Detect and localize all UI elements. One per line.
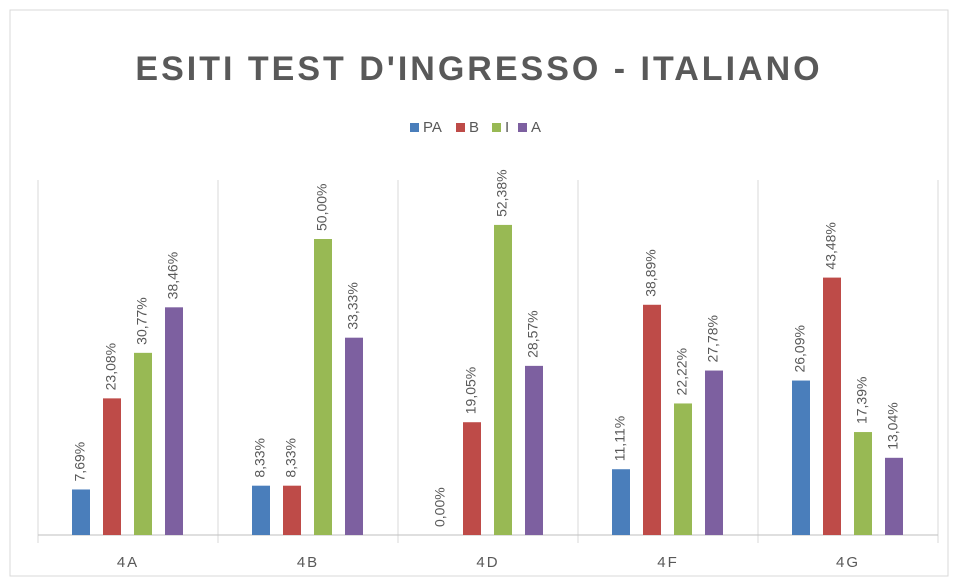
bar — [314, 239, 332, 535]
value-label: 38,89% — [643, 249, 659, 296]
x-tick-label: 4G — [836, 554, 860, 571]
legend-swatch — [410, 123, 419, 132]
chart-title: ESITI TEST D'INGRESSO - ITALIANO — [135, 50, 822, 88]
value-label: 11,11% — [612, 416, 628, 461]
bar — [494, 224, 512, 535]
value-label: 26,09% — [792, 325, 808, 372]
x-tick-label: 4B — [297, 554, 319, 571]
x-tick-label: 4D — [476, 554, 499, 571]
bar — [643, 304, 661, 535]
bar — [705, 370, 723, 535]
bar — [165, 307, 183, 535]
legend-swatch — [492, 123, 501, 132]
x-tick-label: 4A — [117, 554, 139, 571]
bar — [72, 489, 90, 535]
value-label: 50,00% — [314, 184, 330, 231]
value-label: 33,33% — [345, 282, 361, 329]
legend-swatch — [456, 123, 465, 132]
bar — [674, 403, 692, 535]
x-tick-label: 4F — [657, 554, 679, 571]
value-label: 7,69% — [72, 442, 88, 482]
bar — [525, 365, 543, 535]
value-label: 13,04% — [885, 402, 901, 449]
value-label: 19,05% — [463, 367, 479, 414]
bar — [134, 352, 152, 535]
bar — [792, 380, 810, 535]
bar — [885, 457, 903, 535]
bar — [854, 432, 872, 535]
value-label: 22,22% — [674, 348, 690, 395]
bar — [283, 485, 301, 535]
legend-label: A — [531, 119, 541, 136]
bar — [463, 422, 481, 535]
value-label: 38,46% — [165, 252, 181, 299]
value-label: 8,33% — [283, 438, 299, 478]
legend-swatch — [518, 123, 527, 132]
value-label: 17,39% — [854, 377, 870, 424]
value-label: 8,33% — [252, 438, 268, 478]
bar — [103, 398, 121, 535]
bar — [345, 337, 363, 535]
value-label: 28,57% — [525, 310, 541, 357]
value-label: 27,78% — [705, 315, 721, 362]
bar — [823, 277, 841, 535]
value-label: 52,38% — [494, 169, 510, 216]
legend-label: I — [505, 119, 509, 136]
legend-label: PA — [423, 119, 442, 136]
value-label: 0,00% — [432, 487, 448, 527]
bar — [612, 469, 630, 535]
value-label: 23,08% — [103, 343, 119, 390]
value-label: 30,77% — [134, 297, 150, 344]
legend-label: B — [469, 119, 479, 136]
value-label: 43,48% — [823, 222, 839, 269]
bar — [252, 485, 270, 535]
